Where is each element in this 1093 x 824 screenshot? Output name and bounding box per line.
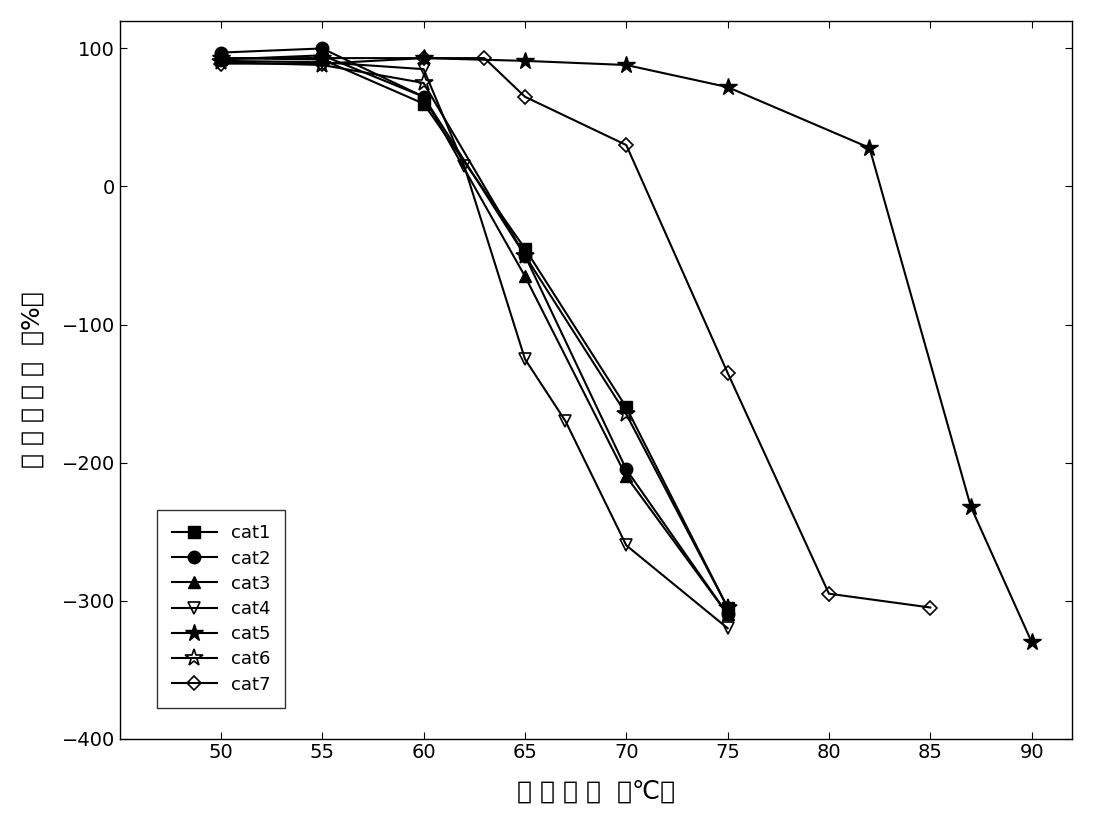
cat7 bbox=[721, 368, 734, 377]
cat2 bbox=[518, 250, 531, 260]
cat4 bbox=[518, 354, 531, 364]
cat1 bbox=[316, 54, 329, 64]
cat1 bbox=[214, 54, 227, 63]
cat5 bbox=[721, 82, 734, 92]
cat5 bbox=[418, 54, 431, 63]
cat3 bbox=[518, 271, 531, 281]
cat3 bbox=[316, 50, 329, 60]
cat1 bbox=[518, 244, 531, 254]
cat3 bbox=[620, 471, 633, 481]
Line: cat5: cat5 bbox=[212, 49, 1041, 651]
cat4 bbox=[458, 161, 471, 171]
cat4 bbox=[214, 56, 227, 66]
cat2 bbox=[721, 610, 734, 620]
Y-axis label: 乙 烯 选 择 性  （%）: 乙 烯 选 择 性 （%） bbox=[21, 292, 45, 468]
cat6 bbox=[518, 250, 531, 260]
cat4 bbox=[559, 416, 572, 426]
cat4 bbox=[418, 64, 431, 74]
cat3 bbox=[418, 91, 431, 101]
cat5 bbox=[316, 54, 329, 63]
cat7 bbox=[822, 589, 835, 599]
cat1 bbox=[721, 602, 734, 612]
Line: cat1: cat1 bbox=[215, 53, 733, 613]
cat5 bbox=[214, 54, 227, 63]
cat6 bbox=[620, 410, 633, 419]
cat6 bbox=[316, 60, 329, 70]
cat4 bbox=[721, 623, 734, 633]
cat2 bbox=[418, 91, 431, 101]
cat7 bbox=[418, 54, 431, 63]
cat5 bbox=[964, 502, 977, 512]
cat6 bbox=[214, 58, 227, 68]
Line: cat4: cat4 bbox=[214, 54, 733, 634]
cat1 bbox=[418, 99, 431, 109]
Legend: cat1, cat2, cat3, cat4, cat5, cat6, cat7: cat1, cat2, cat3, cat4, cat5, cat6, cat7 bbox=[157, 510, 285, 708]
cat5 bbox=[863, 143, 877, 152]
cat2 bbox=[316, 44, 329, 54]
Line: cat7: cat7 bbox=[216, 54, 936, 612]
cat1 bbox=[620, 402, 633, 412]
X-axis label: 反 应 温 度  （℃）: 反 应 温 度 （℃） bbox=[517, 780, 675, 803]
cat2 bbox=[214, 48, 227, 58]
cat7 bbox=[518, 91, 531, 101]
Line: cat2: cat2 bbox=[214, 42, 733, 620]
cat3 bbox=[721, 610, 734, 620]
cat7 bbox=[620, 140, 633, 150]
Line: cat3: cat3 bbox=[214, 49, 733, 620]
cat3 bbox=[214, 54, 227, 64]
cat6 bbox=[418, 78, 431, 88]
cat7 bbox=[214, 59, 227, 68]
Line: cat6: cat6 bbox=[212, 54, 737, 616]
cat7 bbox=[478, 54, 491, 63]
cat6 bbox=[721, 602, 734, 612]
cat4 bbox=[316, 58, 329, 68]
cat5 bbox=[518, 56, 531, 66]
cat5 bbox=[1025, 637, 1038, 647]
cat7 bbox=[316, 59, 329, 68]
cat2 bbox=[620, 465, 633, 475]
cat5 bbox=[620, 60, 633, 70]
cat7 bbox=[924, 602, 937, 612]
cat4 bbox=[620, 541, 633, 550]
